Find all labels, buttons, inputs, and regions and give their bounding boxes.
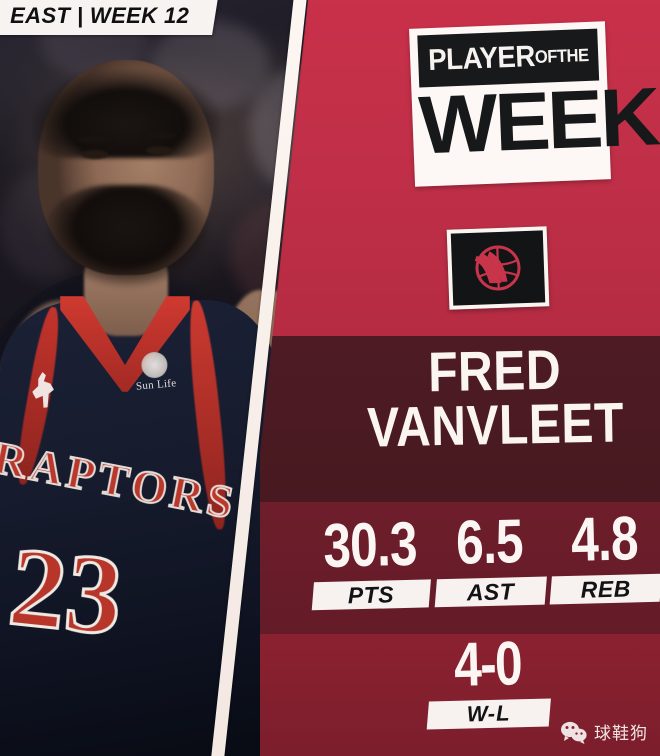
player-brow-right [142, 132, 176, 139]
player-of-the-week-title-card: PLAYEROFTHE WEEK [409, 21, 660, 187]
stat-label-ast: AST [466, 577, 515, 605]
stat-row: 30.3 PTS 6.5 AST 4.8 REB [311, 504, 660, 611]
team-logo-tile [446, 226, 550, 310]
player-eye-left [82, 150, 108, 159]
wechat-watermark: 球鞋狗 [560, 719, 648, 744]
player-last-name: VANVLEET [366, 390, 625, 459]
wechat-icon [560, 720, 588, 744]
player-name: FRED VANVLEET [352, 338, 637, 459]
player-eye-right [146, 146, 172, 155]
conference-week-label: EAST | WEEK 12 [10, 3, 190, 28]
title-word-player: PLAYER [427, 40, 536, 78]
panel-band-name [260, 336, 660, 502]
sun-life-mark-icon [140, 350, 169, 380]
player-brow-left [78, 136, 112, 143]
wechat-account-name: 球鞋狗 [594, 724, 648, 744]
jersey-number: 23 [2, 523, 129, 661]
panel-band-record [260, 634, 660, 756]
title-line-one: PLAYEROFTHE [427, 38, 589, 78]
stat-value-ast: 6.5 [454, 507, 524, 578]
conference-week-badge: EAST | WEEK 12 [0, 0, 219, 35]
title-word-the: THE [556, 44, 589, 67]
player-beard [44, 185, 210, 305]
stat-cell-reb: 4.8 REB [549, 504, 660, 605]
stat-label-reb: REB [580, 574, 632, 603]
stat-label-bar-ast: AST [434, 576, 547, 608]
stat-cell-pts: 30.3 PTS [311, 509, 431, 611]
record-label: W-L [466, 700, 511, 727]
panel-band-stats [260, 502, 660, 634]
stat-value-pts: 30.3 [322, 509, 418, 581]
title-line-two: WEEK [417, 71, 660, 172]
record-value: 4-0 [453, 629, 522, 700]
jersey-sponsor-patch: Sun Life [124, 350, 185, 394]
stat-cell-ast: 6.5 AST [434, 507, 547, 608]
record-label-bar: W-L [426, 698, 551, 730]
record-block: 4-0 W-L [397, 629, 579, 730]
stat-label-bar-reb: REB [550, 573, 660, 605]
stat-label-pts: PTS [347, 580, 395, 608]
player-hair [32, 48, 220, 158]
stat-value-reb: 4.8 [570, 504, 639, 575]
stat-label-bar-pts: PTS [311, 579, 431, 611]
raptors-claw-ball-icon [472, 242, 524, 294]
title-word-of: OF [534, 46, 558, 68]
